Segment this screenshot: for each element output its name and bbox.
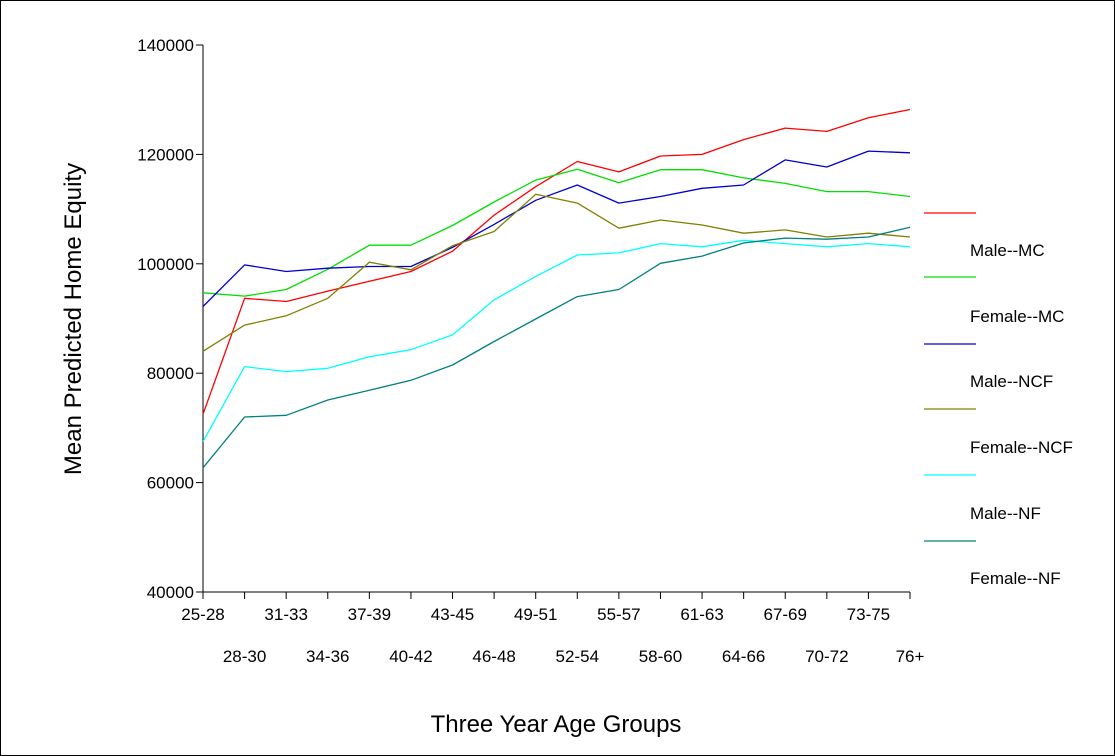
series-line-2 [202, 168, 911, 297]
legend-label: Male--NF [970, 504, 1041, 523]
x-tick-label: 67-69 [763, 605, 806, 624]
y-tick-label: 40000 [147, 583, 194, 602]
y-tick-label: 120000 [137, 145, 194, 164]
x-tick-label: 61-63 [680, 605, 723, 624]
x-axis: 25-28 28-30 31-33 34-36 37-39 40-42 43-45 46-48… [181, 591, 925, 666]
legend-label: Female--NF [970, 569, 1061, 588]
x-tick-label: 76+ [896, 647, 925, 666]
series-line-5 [202, 239, 911, 442]
y-tick-label: 60000 [147, 474, 194, 493]
series-line-4 [202, 193, 911, 352]
x-tick-label: 70-72 [805, 647, 848, 666]
x-tick-label: 28-30 [223, 647, 266, 666]
legend-label: Male--NCF [970, 372, 1053, 391]
legend-label: Male--MC [970, 241, 1045, 260]
x-tick-label: 52-54 [556, 647, 599, 666]
x-tick-label: 34-36 [306, 647, 349, 666]
x-tick-label: 55-57 [597, 605, 640, 624]
x-tick-label: 58-60 [639, 647, 682, 666]
legend-label: Female--MC [970, 307, 1064, 326]
x-tick-label: 49-51 [514, 605, 557, 624]
series-line-3 [202, 150, 911, 307]
legend: Male--MC Female--MC Male--NCF Female--NCF Ma… [924, 212, 1073, 588]
x-tick-label: 40-42 [389, 647, 432, 666]
x-tick-label: 64-66 [722, 647, 765, 666]
y-axis-title: Mean Predicted Home Equity [60, 163, 87, 475]
y-axis: 40000 60000 80000 100000 120000 140000 [137, 36, 204, 602]
series-line-1 [202, 108, 911, 415]
series-lines [202, 108, 911, 469]
x-tick-label: 43-45 [431, 605, 474, 624]
x-axis-title: Three Year Age Groups [431, 711, 682, 738]
y-tick-label: 140000 [137, 36, 194, 55]
y-tick-label: 80000 [147, 364, 194, 383]
x-tick-label: 73-75 [847, 605, 890, 624]
series-line-6 [202, 226, 911, 469]
x-tick-label: 37-39 [348, 605, 391, 624]
x-tick-label: 31-33 [264, 605, 307, 624]
x-tick-label: 46-48 [472, 647, 515, 666]
x-tick-label: 25-28 [181, 605, 224, 624]
y-tick-label: 100000 [137, 255, 194, 274]
legend-label: Female--NCF [970, 438, 1073, 457]
